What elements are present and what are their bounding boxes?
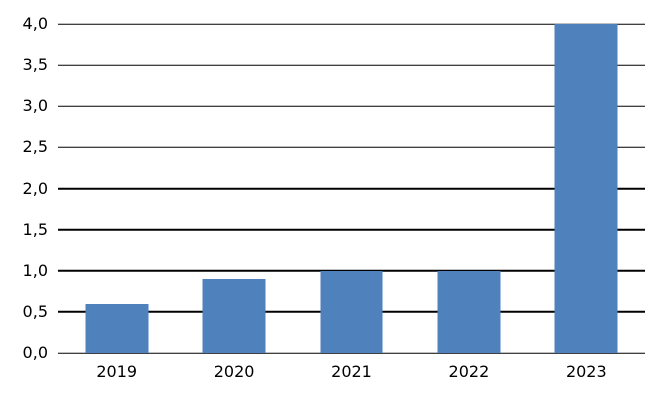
gridline (58, 228, 645, 231)
gridline (58, 187, 645, 190)
y-axis-tick-label: 3,0 (22, 96, 48, 116)
gridline (58, 146, 645, 149)
y-axis-tick-label: 2,5 (22, 137, 48, 157)
bar-2020 (202, 278, 266, 353)
x-axis-label-2021: 2021 (331, 362, 372, 381)
y-axis: 0,0 0,5 1,0 1,5 2,0 2,5 3,0 3,5 4,0 (0, 16, 48, 361)
plot-area (58, 23, 645, 354)
x-axis-label-2020: 2020 (213, 362, 255, 381)
bar-2021 (320, 270, 383, 353)
bar-2019 (85, 303, 149, 353)
gridline (58, 64, 645, 66)
y-axis-tick-label: 0,5 (22, 301, 48, 321)
x-axis-label-2023: 2023 (565, 362, 607, 381)
gridline (58, 352, 645, 354)
x-axis: 2019 2020 2021 2022 2023 (58, 353, 645, 400)
bar-2022 (437, 270, 501, 353)
x-axis-label-2022: 2022 (448, 362, 490, 381)
y-axis-tick-label: 1,0 (22, 260, 48, 280)
gridline (58, 23, 645, 25)
y-axis-tick-label: 3,5 (22, 55, 48, 75)
gridline (58, 105, 645, 107)
bar-2023 (554, 24, 618, 353)
y-axis-tick-label: 4,0 (22, 14, 48, 33)
y-axis-tick-label: 0,0 (22, 343, 48, 362)
y-axis-tick-label: 2,0 (22, 178, 48, 198)
x-axis-label-2019: 2019 (96, 362, 138, 381)
y-axis-tick-label: 1,5 (22, 219, 48, 239)
